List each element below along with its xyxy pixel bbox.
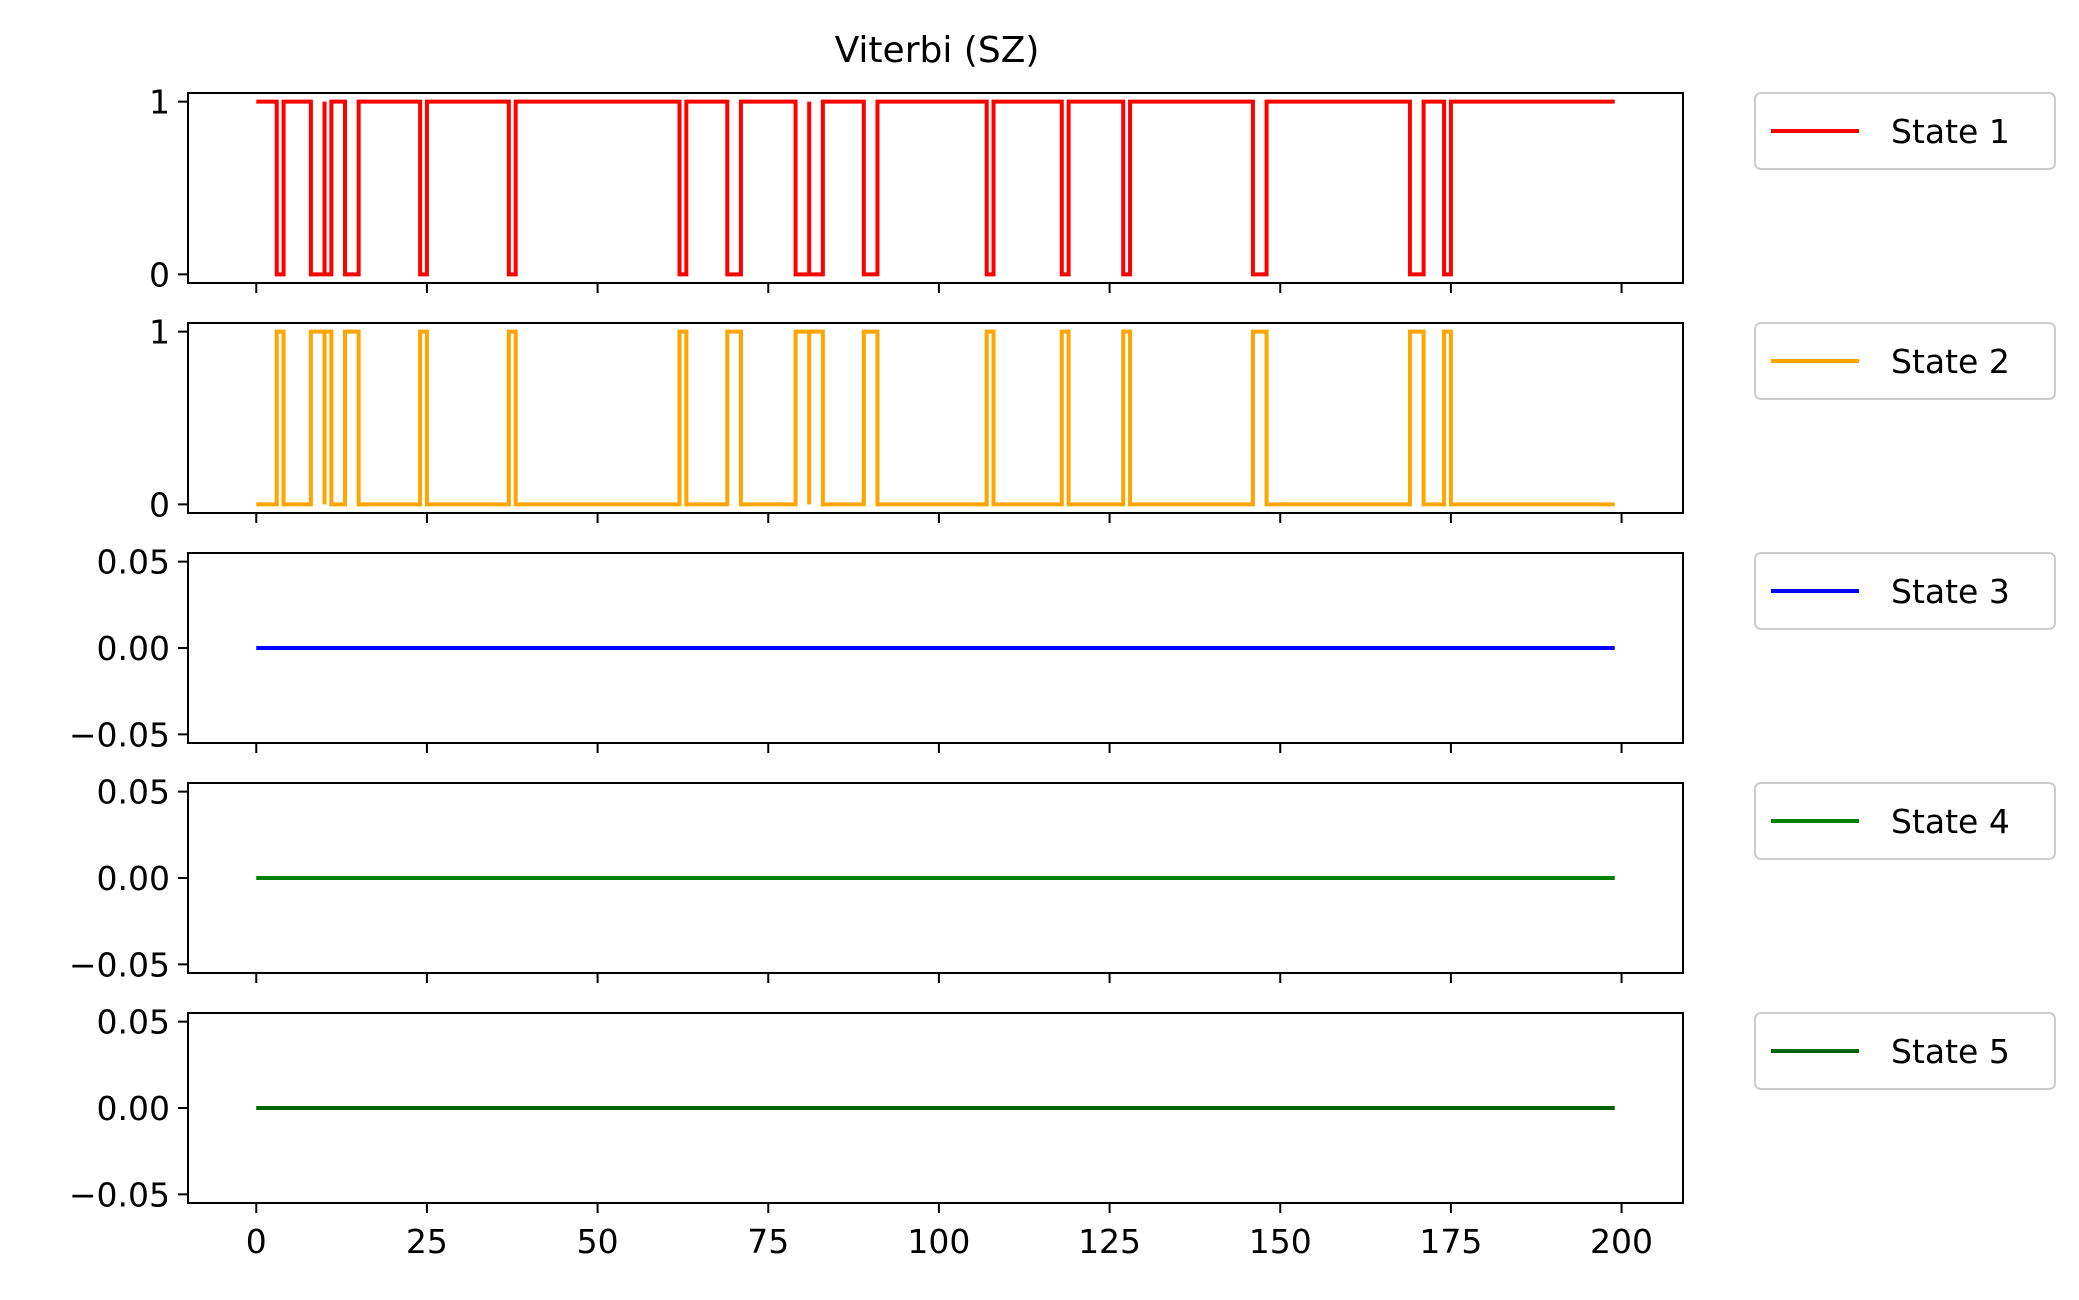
legend-label: State 4 bbox=[1891, 802, 2010, 841]
legend-box bbox=[1754, 552, 2056, 630]
y-tick-label: 0.05 bbox=[97, 543, 170, 582]
x-tick-label: 100 bbox=[907, 1222, 970, 1261]
y-tick-label: 0 bbox=[149, 255, 170, 294]
legend-label: State 2 bbox=[1891, 342, 2010, 381]
y-tick-label: 0.00 bbox=[97, 859, 170, 898]
y-tick-label: 0 bbox=[149, 485, 170, 524]
panel-2: 0 1 State 2 bbox=[149, 313, 2056, 524]
axes-frame bbox=[187, 92, 1684, 284]
y-tick-label: 0.05 bbox=[97, 773, 170, 812]
y-tick-label: 0.00 bbox=[97, 629, 170, 668]
x-tick-label: 0 bbox=[246, 1222, 267, 1261]
legend-label: State 1 bbox=[1891, 112, 2010, 151]
y-tick-label: −0.05 bbox=[69, 945, 170, 984]
legend-state-4: State 4 bbox=[1754, 782, 2056, 860]
legend-state-5: State 5 bbox=[1754, 1012, 2056, 1090]
x-tick-label: 25 bbox=[406, 1222, 448, 1261]
x-tick-label: 175 bbox=[1419, 1222, 1482, 1261]
y-tick-label: 1 bbox=[149, 313, 170, 352]
panel-1: 0 1 State 1 bbox=[149, 83, 2056, 294]
panel-4: 0.05 0.00 −0.05 State 4 bbox=[69, 773, 2056, 984]
axes-frame bbox=[187, 322, 1684, 514]
legend-label: State 3 bbox=[1891, 572, 2010, 611]
figure-title: Viterbi (SZ) bbox=[835, 30, 1040, 71]
legend-label: State 5 bbox=[1891, 1032, 2010, 1071]
y-tick-label: 0.05 bbox=[97, 1003, 170, 1042]
legend-box bbox=[1754, 782, 2056, 860]
panel-3: 0.05 0.00 −0.05 State 3 bbox=[69, 543, 2056, 754]
x-tick-label: 50 bbox=[577, 1222, 619, 1261]
x-tick-label: 200 bbox=[1590, 1222, 1653, 1261]
panel-5: 0.05 0.00 −0.05 0 25 50 75 100 125 150 175 200 State… bbox=[69, 1003, 2056, 1261]
y-tick-label: 0.00 bbox=[97, 1089, 170, 1128]
legend-state-2: State 2 bbox=[1754, 322, 2056, 400]
legend-box bbox=[1754, 322, 2056, 400]
legend-state-1: State 1 bbox=[1754, 92, 2056, 170]
y-tick-label: 1 bbox=[149, 83, 170, 122]
legend-state-3: State 3 bbox=[1754, 552, 2056, 630]
legend-box bbox=[1754, 1012, 2056, 1090]
x-tick-label: 150 bbox=[1249, 1222, 1312, 1261]
x-tick-label: 75 bbox=[747, 1222, 789, 1261]
series-line-state-2 bbox=[256, 329, 1615, 507]
x-tick-label: 125 bbox=[1078, 1222, 1141, 1261]
y-tick-label: −0.05 bbox=[69, 715, 170, 754]
legend-box bbox=[1754, 92, 2056, 170]
series-line-state-1 bbox=[256, 99, 1615, 277]
y-tick-label: −0.05 bbox=[69, 1175, 170, 1214]
